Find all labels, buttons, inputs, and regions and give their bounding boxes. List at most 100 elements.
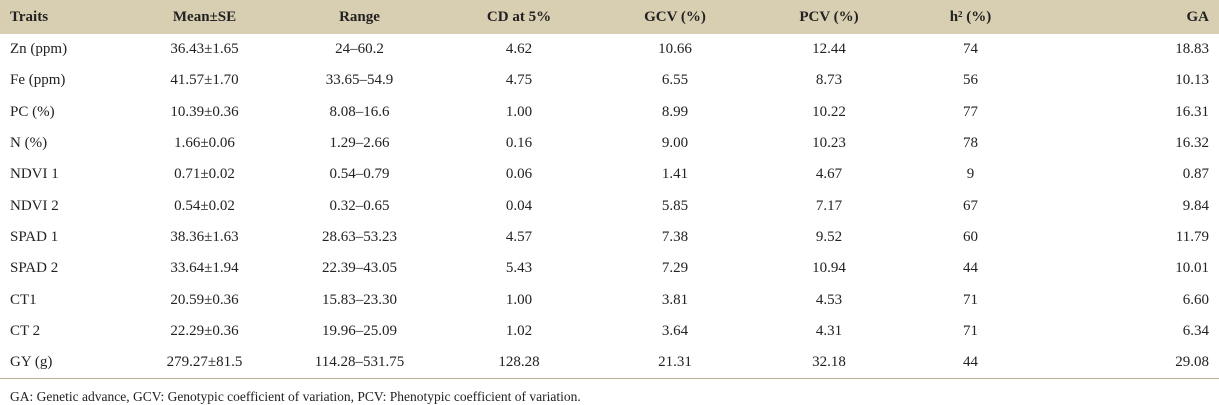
cell-cd-5: 5.43	[505, 260, 533, 277]
table-row: NDVI 1 0.71±0.02 0.54–0.79 0.06 1.41 4.67 9 0.8…	[0, 159, 1219, 190]
cell-range: 19.96–25.09	[322, 322, 397, 339]
cell-gcv: 21.31	[596, 346, 754, 379]
header-ga: GA	[1186, 8, 1210, 25]
cell-range: 24–60.2	[335, 41, 384, 58]
header-mean-se: Mean±SE	[172, 8, 237, 25]
cell-heritability: 67	[963, 197, 978, 214]
cell-heritability: 78	[963, 135, 978, 152]
table-row: Zn (ppm) 36.43±1.65 24–60.2 4.62 10.66 12.44 7…	[0, 34, 1219, 65]
cell-gcv: 1.41	[661, 166, 689, 183]
cell-mean-se: 10.39±0.36	[170, 103, 239, 120]
table-header: Traits Mean±SE Range CD at 5% GCV (%) PC…	[0, 0, 1219, 34]
table-row: PC (%) 10.39±0.36 8.08–16.6 1.00 8.99 10.22 77…	[0, 97, 1219, 128]
cell-range: 28.63–53.23	[322, 228, 397, 245]
cell-ga: 0.87	[1182, 166, 1209, 183]
cell-pcv: 4.67	[815, 166, 843, 183]
cell-ga: 11.79	[1175, 228, 1209, 245]
cell-cd-5: 4.57	[505, 228, 533, 245]
cell-ga: 16.32	[1175, 135, 1209, 152]
table-row: GY (g) 279.27±81.5 114.28–531.75 128.28 21.3…	[0, 346, 1219, 379]
cell-pcv: 7.17	[815, 197, 843, 214]
cell-gcv: 10.66	[658, 41, 692, 58]
traits-table: Traits Mean±SE Range CD at 5% GCV (%) PC…	[0, 0, 1219, 379]
cell-cd-5: 0.16	[505, 135, 533, 152]
cell-pcv: 10.23	[812, 135, 846, 152]
cell-pcv: 4.53	[815, 291, 843, 308]
cell-pcv: 10.22	[812, 103, 846, 120]
cell-range: 1.29–2.66	[329, 135, 390, 152]
cell-heritability: 56	[963, 72, 978, 89]
cell-trait: GY (g)	[0, 346, 132, 379]
cell-gcv: 8.99	[661, 103, 689, 120]
cell-ga: 29.08	[1037, 346, 1219, 379]
cell-cd-5: 4.62	[505, 41, 533, 58]
cell-mean-se: 41.57±1.70	[170, 72, 239, 89]
cell-ga: 6.34	[1182, 322, 1209, 339]
header-range: Range	[339, 8, 380, 25]
cell-pcv: 12.44	[812, 41, 846, 58]
cell-cd-5: 4.75	[505, 72, 533, 89]
cell-mean-se: 33.64±1.94	[170, 260, 239, 277]
header-pcv: PCV (%)	[799, 8, 859, 25]
cell-range: 15.83–23.30	[322, 291, 397, 308]
cell-gcv: 5.85	[661, 197, 689, 214]
cell-heritability: 9	[966, 166, 975, 183]
cell-trait: NDVI 1	[10, 166, 59, 183]
cell-range: 33.65–54.9	[325, 72, 394, 89]
cell-pcv: 4.31	[815, 322, 843, 339]
cell-pcv: 10.94	[812, 260, 846, 277]
cell-gcv: 7.38	[661, 228, 689, 245]
cell-mean-se: 20.59±0.36	[170, 291, 239, 308]
cell-gcv: 9.00	[661, 135, 689, 152]
cell-mean-se: 22.29±0.36	[170, 322, 239, 339]
cell-range: 114.28–531.75	[277, 346, 442, 379]
cell-ga: 16.31	[1175, 103, 1209, 120]
cell-mean-se: 0.71±0.02	[174, 166, 235, 183]
cell-heritability: 74	[963, 41, 978, 58]
cell-cd-5: 0.04	[505, 197, 533, 214]
cell-cd-5: 128.28	[442, 346, 596, 379]
header-traits: Traits	[10, 8, 49, 25]
cell-pcv: 9.52	[815, 228, 843, 245]
cell-gcv: 6.55	[661, 72, 689, 89]
table-row: CT1 20.59±0.36 15.83–23.30 1.00 3.81 4.53 71 6.…	[0, 284, 1219, 315]
cell-heritability: 77	[963, 103, 978, 120]
cell-range: 0.54–0.79	[329, 166, 390, 183]
cell-pcv: 32.18	[754, 346, 904, 379]
table-row: SPAD 2 33.64±1.94 22.39–43.05 5.43 7.29 10.94…	[0, 253, 1219, 284]
cell-trait: SPAD 1	[10, 228, 59, 245]
cell-cd-5: 0.06	[505, 166, 533, 183]
cell-mean-se: 36.43±1.65	[170, 41, 239, 58]
header-row: Traits Mean±SE Range CD at 5% GCV (%) PC…	[0, 0, 1219, 34]
cell-mean-se: 1.66±0.06	[174, 135, 235, 152]
table-footnote: GA: Genetic advance, GCV: Genotypic coef…	[10, 389, 581, 404]
table-body: Zn (ppm) 36.43±1.65 24–60.2 4.62 10.66 12.44 7…	[0, 34, 1219, 379]
cell-pcv: 8.73	[815, 72, 843, 89]
cell-ga: 10.01	[1175, 260, 1209, 277]
header-heritability: h² (%)	[949, 8, 992, 25]
cell-trait: Fe (ppm)	[10, 72, 66, 89]
header-cd-5: CD at 5%	[486, 8, 552, 25]
cell-ga: 18.83	[1175, 41, 1209, 58]
cell-trait: N (%)	[10, 135, 48, 152]
table-row: SPAD 1 38.36±1.63 28.63–53.23 4.57 7.38 9.52 6…	[0, 222, 1219, 253]
cell-mean-se: 38.36±1.63	[170, 228, 239, 245]
cell-heritability: 71	[963, 322, 978, 339]
cell-trait: CT 2	[10, 322, 41, 339]
cell-gcv: 3.81	[661, 291, 689, 308]
cell-heritability: 44	[963, 260, 978, 277]
cell-cd-5: 1.02	[505, 322, 533, 339]
table-row: NDVI 2 0.54±0.02 0.32–0.65 0.04 5.85 7.17 67 9.…	[0, 190, 1219, 221]
cell-gcv: 7.29	[661, 260, 689, 277]
cell-ga: 6.60	[1182, 291, 1209, 308]
cell-trait: SPAD 2	[10, 260, 59, 277]
cell-heritability: 60	[963, 228, 978, 245]
data-table-container: Traits Mean±SE Range CD at 5% GCV (%) PC…	[0, 0, 1219, 379]
cell-heritability: 44	[904, 346, 1037, 379]
cell-range: 0.32–0.65	[329, 197, 390, 214]
header-gcv: GCV (%)	[644, 8, 706, 25]
cell-ga: 9.84	[1182, 197, 1209, 214]
cell-range: 8.08–16.6	[329, 103, 390, 120]
table-row: CT 2 22.29±0.36 19.96–25.09 1.02 3.64 4.31 71 6…	[0, 316, 1219, 347]
cell-mean-se: 279.27±81.5	[132, 346, 277, 379]
